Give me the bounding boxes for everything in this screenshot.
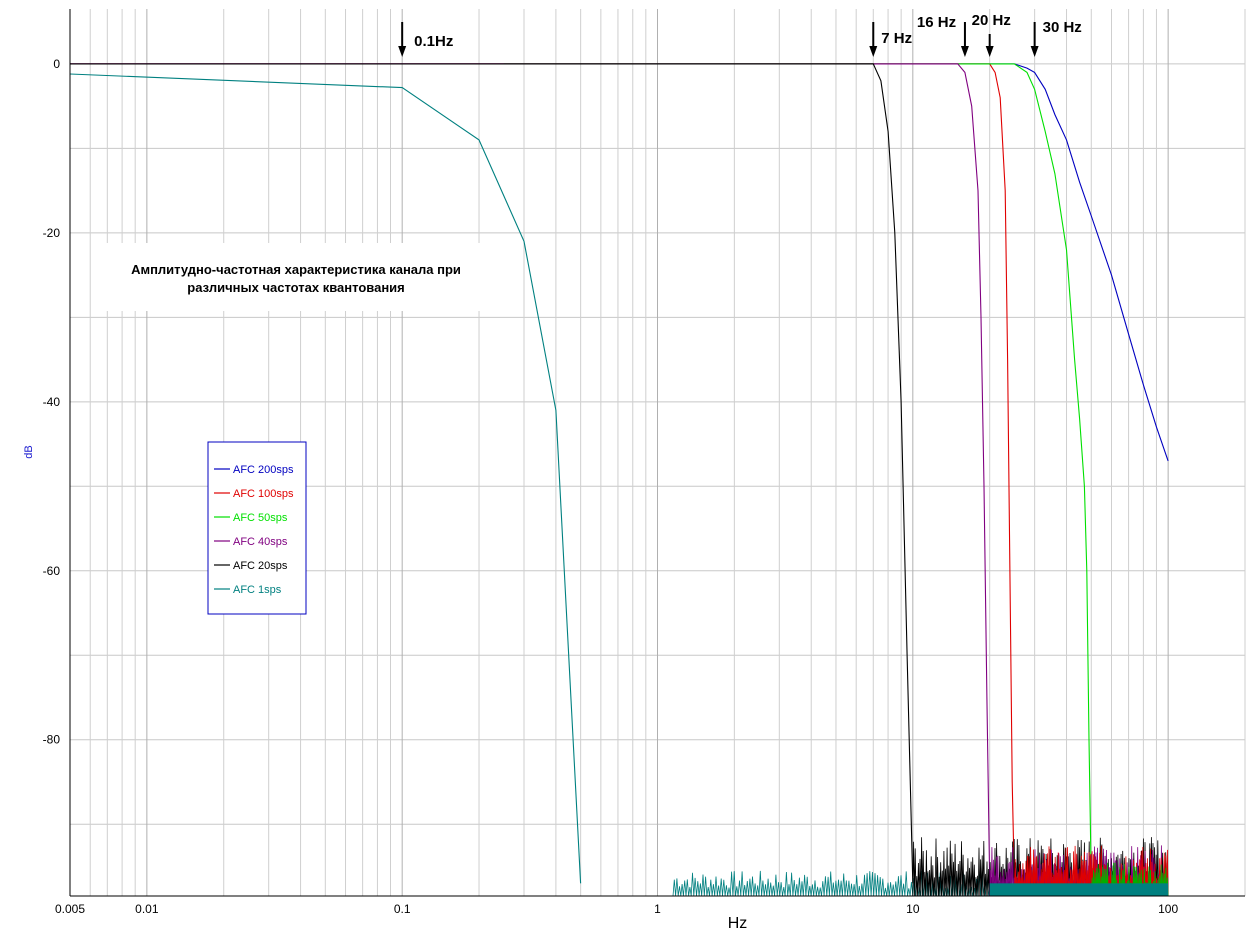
frequency-annotations: 0.1Hz 7 Hz 16 Hz 20 Hz 30 Hz: [398, 12, 1082, 57]
x-tick-label: 0.01: [135, 902, 159, 916]
title-box: [98, 243, 498, 311]
series-line-4: [70, 63, 914, 884]
x-tick-label: 0.005: [55, 902, 85, 916]
annotation-arrow-head: [985, 46, 994, 57]
title-line: различных частотах квантования: [187, 280, 405, 295]
annotation-arrow-head: [398, 46, 407, 57]
legend-entry: AFC 100sps: [233, 488, 294, 500]
x-tick-label: 10: [906, 902, 920, 916]
y-tick-label: -20: [43, 226, 61, 240]
x-tick-label: 1: [654, 902, 661, 916]
legend: AFC 200sps AFC 100sps AFC 50sps AFC 40sps AF…: [207, 441, 307, 615]
annotation-arrow-head: [960, 46, 969, 57]
annotation-label: 30 Hz: [1043, 19, 1082, 36]
plot-title: Амплитудно-частотная характеристика кана…: [98, 243, 498, 311]
annotation-arrow-head: [1030, 46, 1039, 57]
x-tick-label: 100: [1158, 902, 1178, 916]
annotation-label: 7 Hz: [881, 30, 912, 47]
legend-box: [207, 441, 307, 615]
y-tick-label: -40: [43, 395, 61, 409]
legend-entry: AFC 40sps: [233, 536, 288, 548]
annotation-label: 20 Hz: [972, 12, 1011, 29]
legend-entry: AFC 200sps: [233, 464, 294, 476]
y-tick-label: -60: [43, 564, 61, 578]
legend-entry: AFC 1sps: [233, 584, 282, 596]
noise-band: [989, 883, 1169, 896]
x-tick-label: 0.1: [394, 902, 411, 916]
tick-labels: 0 -20 -40 -60 -80 0.005 0.01 0.1 1 10 100: [43, 57, 1179, 916]
axes: [69, 9, 1245, 897]
legend-entry: AFC 20sps: [233, 560, 288, 572]
y-axis-label: dB: [23, 445, 35, 458]
x-axis-label: Hz: [728, 915, 748, 932]
series-group: [69, 63, 1169, 884]
series-line-5: [69, 73, 582, 884]
annotation-label: 16 Hz: [917, 14, 956, 31]
annotation-arrow-head: [869, 46, 878, 57]
annotation-label: 0.1Hz: [414, 33, 453, 50]
legend-entry: AFC 50sps: [233, 512, 288, 524]
y-tick-label: 0: [53, 57, 60, 71]
title-line: Амплитудно-частотная характеристика кана…: [131, 262, 461, 277]
y-tick-label: -80: [43, 733, 61, 747]
